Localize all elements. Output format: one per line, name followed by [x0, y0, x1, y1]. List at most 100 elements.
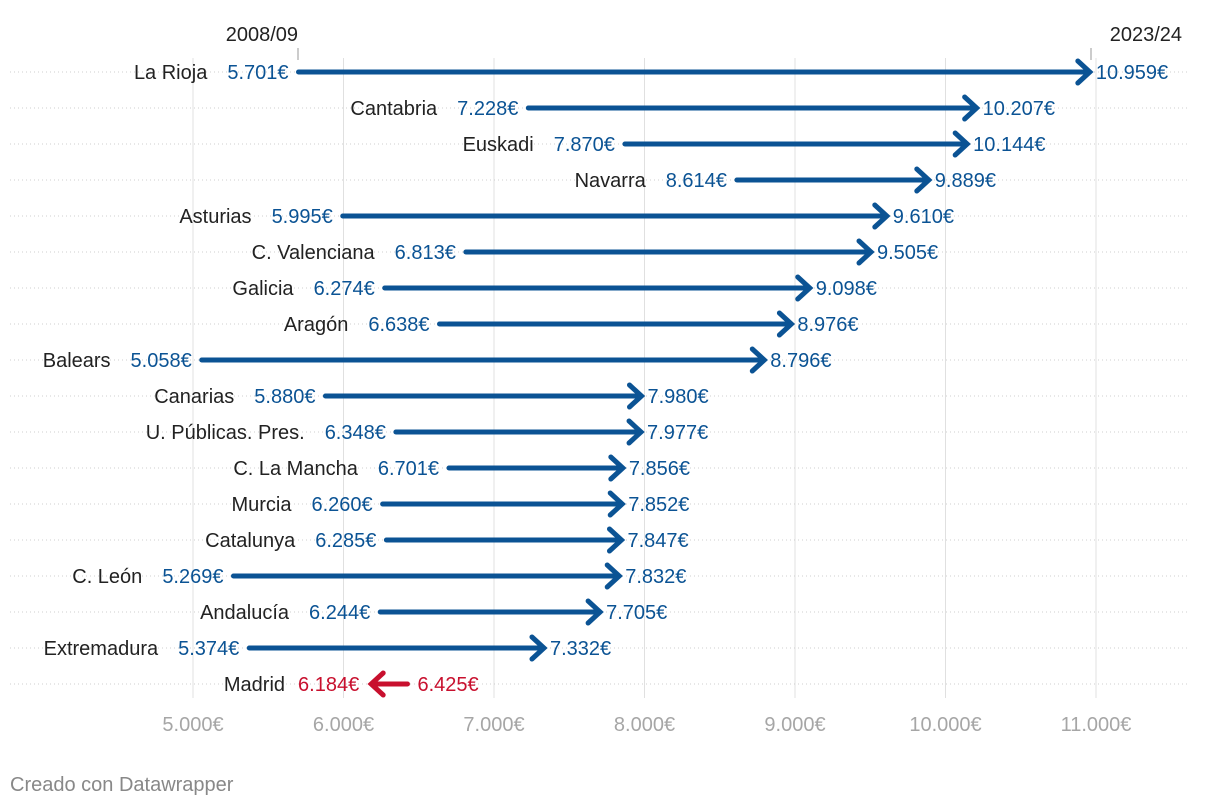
end-value-label: 7.852€ [628, 494, 689, 516]
row-group: 7.856€ 6.701€ C. La Mancha [233, 454, 690, 482]
arrow-head [367, 670, 386, 698]
end-value-label: 10.207€ [983, 98, 1055, 120]
row-group: 7.332€ 5.374€ Extremadura [44, 634, 611, 662]
category-label: C. Valenciana [252, 242, 376, 264]
row-group: 10.959€ 5.701€ La Rioja [134, 58, 1168, 86]
row-group: 7.980€ 5.880€ Canarias [154, 382, 709, 410]
end-value-label: 10.144€ [973, 134, 1045, 156]
arrow-head [952, 130, 971, 158]
row-group: 7.847€ 6.285€ Catalunya [205, 526, 689, 554]
x-tick-label: 5.000€ [162, 714, 223, 736]
end-value-label: 7.856€ [629, 458, 690, 480]
arrow-head [749, 346, 768, 374]
end-value-label: 7.705€ [606, 602, 667, 624]
arrow-head [872, 202, 891, 230]
arrow-head [962, 94, 981, 122]
category-label: Navarra [575, 170, 647, 192]
x-tick-label: 6.000€ [313, 714, 374, 736]
category-label: Murcia [231, 494, 292, 516]
category-label: Aragón [284, 314, 349, 336]
arrow-head [606, 526, 626, 554]
x-tick-label: 7.000€ [463, 714, 524, 736]
category-label: Andalucía [200, 602, 290, 624]
arrow-head [626, 418, 645, 446]
end-value-label: 7.847€ [627, 530, 688, 552]
x-tick-label: 10.000€ [909, 714, 981, 736]
row-group: 6.425€ 6.184€ Madrid [224, 670, 479, 698]
start-value-label: 7.228€ [457, 98, 518, 120]
row-group: 9.098€ 6.274€ Galicia [232, 274, 877, 302]
row-group: 9.889€ 8.614€ Navarra [575, 166, 996, 194]
row-group: 9.610€ 5.995€ Asturias [179, 202, 954, 230]
start-value-label: 5.995€ [272, 206, 333, 228]
category-label: Catalunya [205, 530, 296, 552]
row-group: 8.976€ 6.638€ Aragón [284, 310, 859, 338]
start-value-label: 5.701€ [227, 62, 288, 84]
arrow-head [607, 490, 626, 518]
category-label: Asturias [179, 206, 251, 228]
start-value-label: 7.870€ [554, 134, 615, 156]
end-value-label: 10.959€ [1096, 62, 1168, 84]
start-value-label: 5.880€ [254, 386, 315, 408]
start-value-label: 6.274€ [314, 278, 375, 300]
x-axis: 5.000€ 6.000€ 7.000€ 8.000€ 9.000€ 10.000€ 11.… [162, 714, 1131, 736]
arrow-chart: 2008/09 2023/24 10.959€5.701€La Rioja10.… [10, 24, 1188, 736]
start-value-label: 6.244€ [309, 602, 370, 624]
start-value-label: 6.425€ [417, 674, 478, 696]
arrow-head [626, 382, 646, 410]
start-value-label: 6.813€ [395, 242, 456, 264]
end-value-label: 9.505€ [877, 242, 938, 264]
start-value-label: 6.348€ [325, 422, 386, 444]
row-lines [10, 71, 1188, 685]
row-group: 7.705€ 6.244€ Andalucía [200, 598, 667, 626]
category-label: U. Públicas. Pres. [146, 422, 305, 444]
arrow-head [608, 454, 627, 482]
start-value-label: 6.638€ [368, 314, 429, 336]
x-tick-label: 11.000€ [1061, 714, 1132, 736]
start-value-label: 6.285€ [315, 530, 376, 552]
chart-header: 2008/09 2023/24 [226, 24, 1182, 60]
category-label: Balears [43, 350, 111, 372]
category-label: Extremadura [44, 638, 159, 660]
row-group: 10.144€ 7.870€ Euskadi [463, 130, 1045, 158]
end-year-label: 2023/24 [1110, 24, 1182, 46]
gridlines [192, 58, 1097, 698]
arrow-head [529, 634, 548, 662]
row-group: 7.832€ 5.269€ C. León [72, 562, 686, 590]
arrow-head [856, 238, 875, 266]
end-value-label: 9.610€ [893, 206, 954, 228]
x-tick-label: 8.000€ [614, 714, 675, 736]
arrow-head [1075, 58, 1094, 86]
row-group: 10.207€ 7.228€ Cantabria [350, 94, 1055, 122]
start-value-label: 5.374€ [178, 638, 239, 660]
row-group: 8.796€ 5.058€ Balears [43, 346, 831, 374]
start-value-label: 6.701€ [378, 458, 439, 480]
arrow-head [585, 598, 604, 626]
end-value-label: 7.332€ [550, 638, 611, 660]
row-group: 9.505€ 6.813€ C. Valenciana [252, 238, 938, 266]
arrow-head [604, 562, 623, 590]
arrow-head [795, 274, 814, 302]
category-label: Madrid [224, 674, 285, 696]
category-label: Cantabria [350, 98, 438, 120]
x-tick-label: 9.000€ [764, 714, 825, 736]
end-value-label: 9.889€ [935, 170, 996, 192]
start-value-label: 5.269€ [162, 566, 223, 588]
end-value-label: 8.796€ [770, 350, 831, 372]
category-label: C. León [72, 566, 142, 588]
chart-marks: 10.959€ 5.701€ La Rioja 10.207€ 7.228€ Cantab… [43, 58, 1168, 698]
arrow-head [914, 166, 933, 194]
category-label: La Rioja [134, 62, 208, 84]
arrow-head [776, 310, 796, 338]
end-value-label: 6.184€ [298, 674, 359, 696]
end-value-label: 7.977€ [647, 422, 708, 444]
category-label: Euskadi [463, 134, 534, 156]
end-value-label: 7.980€ [647, 386, 708, 408]
start-value-label: 8.614€ [666, 170, 727, 192]
footer-credit: Creado con Datawrapper [10, 774, 234, 796]
end-value-label: 7.832€ [625, 566, 686, 588]
category-label: Canarias [154, 386, 234, 408]
row-group: 7.977€ 6.348€ U. Públicas. Pres. [146, 418, 708, 446]
end-value-label: 9.098€ [816, 278, 877, 300]
start-value-label: 5.058€ [131, 350, 192, 372]
